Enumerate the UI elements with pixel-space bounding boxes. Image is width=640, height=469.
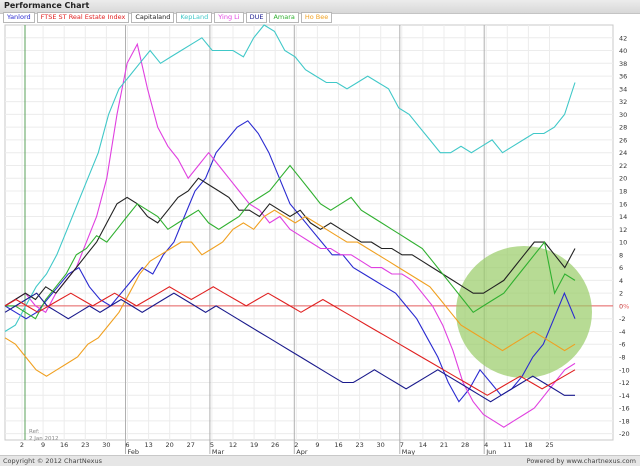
y-tick-label: 20 (619, 175, 627, 183)
y-tick-label: -4 (619, 328, 625, 336)
zero-percent-label: 0% (619, 302, 629, 310)
x-tick-label: 16 (334, 441, 342, 449)
legend-item-capitaland[interactable]: Capitaland (131, 12, 175, 23)
series-line-amara (5, 164, 576, 320)
x-tick-label: 7 (400, 441, 404, 449)
y-tick-label: 32 (619, 98, 627, 106)
x-tick-label: 28 (461, 441, 469, 449)
y-tick-label: 0 (619, 302, 623, 310)
x-tick-label: 25 (545, 441, 553, 449)
x-tick-label: 21 (440, 441, 448, 449)
footer-bar: Copyright © 2012 ChartNexus Powered by w… (0, 455, 640, 466)
series-line-yanlord (4, 120, 576, 403)
y-tick-label: 12 (619, 226, 627, 234)
legend-item-kepland[interactable]: KepLand (176, 12, 213, 23)
y-tick-label: 18 (619, 188, 627, 196)
y-tick-label: -10 (619, 366, 630, 374)
window-title: Performance Chart (4, 1, 90, 10)
legend-item-amara[interactable]: Amara (269, 12, 299, 23)
x-tick-label: 14 (419, 441, 427, 449)
y-tick-label: 6 (619, 264, 623, 272)
y-tick-label: 22 (619, 162, 627, 170)
y-tick-label: 24 (619, 149, 627, 157)
x-tick-label: 2 (20, 441, 24, 449)
legend-item-ying-li[interactable]: Ying Li (214, 12, 244, 23)
x-tick-label: 12 (229, 441, 237, 449)
y-tick-label: 26 (619, 136, 627, 144)
y-tick-label: 14 (619, 213, 627, 221)
series-line-ho-bee (4, 209, 576, 377)
y-tick-label: -2 (619, 315, 625, 323)
x-tick-label: 27 (187, 441, 195, 449)
x-tick-label: 2 (294, 441, 298, 449)
x-tick-label: 23 (355, 441, 363, 449)
x-tick-label: 19 (250, 441, 258, 449)
x-tick-label: 4 (484, 441, 488, 449)
series-line-capitaland (4, 177, 576, 307)
x-month-label: May (402, 448, 416, 456)
x-tick-label: 11 (503, 441, 511, 449)
y-tick-label: -16 (619, 405, 630, 413)
y-tick-label: 16 (619, 200, 627, 208)
x-tick-label: 20 (166, 441, 174, 449)
y-tick-label: 38 (619, 60, 627, 68)
y-tick-label: 10 (619, 239, 627, 247)
y-tick-label: -18 (619, 417, 630, 425)
x-tick-label: 30 (102, 441, 110, 449)
powered-by-text: Powered by www.chartnexus.com (526, 457, 636, 465)
y-tick-label: 4 (619, 277, 623, 285)
x-tick-label: 16 (60, 441, 68, 449)
x-tick-label: 13 (144, 441, 152, 449)
x-tick-label: 26 (271, 441, 279, 449)
y-tick-label: -14 (619, 392, 630, 400)
x-tick-label: 5 (210, 441, 214, 449)
y-tick-label: 2 (619, 290, 623, 298)
y-tick-label: -6 (619, 341, 625, 349)
series-line-kepland (4, 24, 576, 332)
reference-date-label: 2 Jan 2012 (29, 436, 58, 442)
x-tick-label: 9 (315, 441, 319, 449)
y-tick-label: 34 (619, 85, 627, 93)
y-tick-label: 30 (619, 111, 627, 119)
legend-item-ho-bee[interactable]: Ho Bee (300, 12, 333, 23)
x-month-label: Jun (485, 448, 496, 456)
copyright-text: Copyright © 2012 ChartNexus (3, 457, 102, 465)
x-month-label: Feb (128, 448, 140, 456)
x-month-label: Mar (212, 448, 225, 456)
y-tick-label: -20 (619, 430, 630, 438)
x-month-label: Apr (296, 448, 308, 456)
y-tick-label: 40 (619, 47, 627, 55)
y-tick-label: 36 (619, 73, 627, 81)
legend-item-ftse-st-real-estate-index[interactable]: FTSE ST Real Estate Index (36, 12, 130, 23)
series-legend: Yanlord FTSE ST Real Estate Index Capitala… (3, 12, 334, 23)
legend-item-yanlord[interactable]: Yanlord (3, 12, 35, 23)
legend-item-due[interactable]: DUE (245, 12, 268, 23)
y-tick-label: -12 (619, 379, 630, 387)
series-line-due (4, 292, 575, 403)
x-tick-label: 6 (125, 441, 129, 449)
x-tick-label: 9 (41, 441, 45, 449)
reference-label: Ref: (29, 429, 40, 435)
y-tick-label: -8 (619, 354, 625, 362)
x-tick-label: 23 (81, 441, 89, 449)
series-line-ying-li (4, 42, 576, 428)
y-tick-label: 8 (619, 251, 623, 259)
x-tick-label: 30 (377, 441, 385, 449)
highlight-ellipse (456, 246, 592, 378)
series-line-ftse-st-real-estate-index (4, 286, 576, 396)
y-tick-label: 28 (619, 124, 627, 132)
x-tick-label: 18 (524, 441, 532, 449)
y-tick-label: 42 (619, 34, 627, 42)
